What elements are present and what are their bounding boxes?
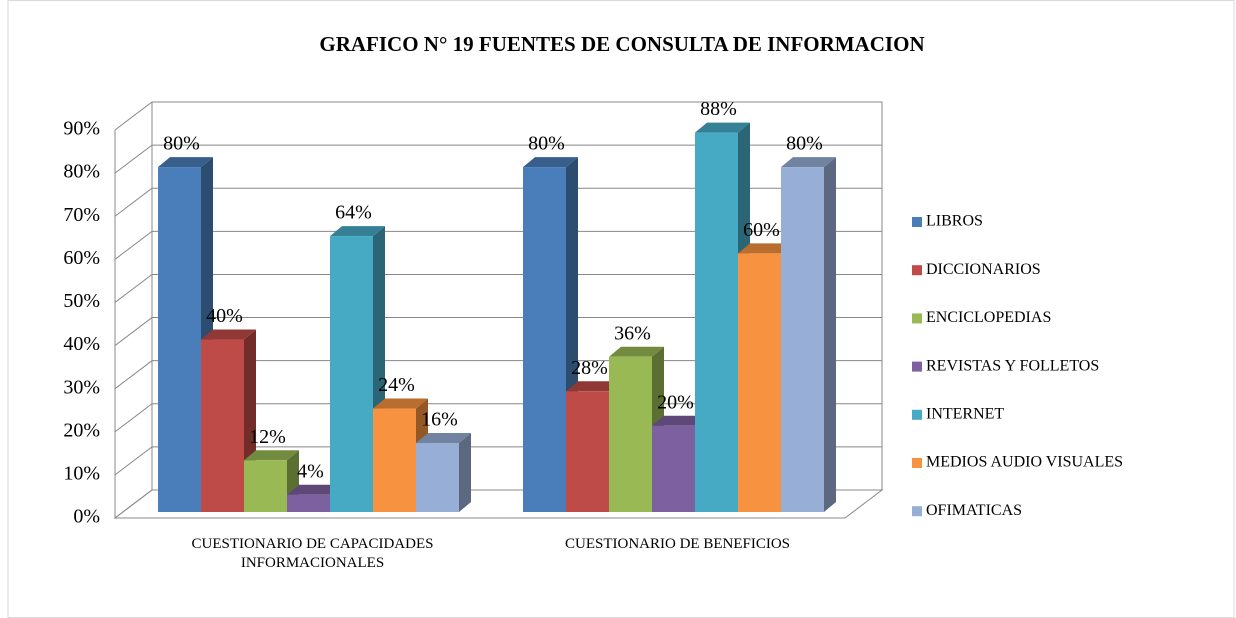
- y-tick-label: 10%: [63, 462, 100, 484]
- y-tick-label: 40%: [63, 333, 100, 355]
- legend-swatch: [912, 361, 922, 372]
- y-tick-label: 70%: [63, 204, 100, 226]
- bar-top: [287, 484, 342, 495]
- y-tick-label: 50%: [63, 290, 100, 312]
- bar: [781, 167, 824, 512]
- bar-side: [459, 433, 471, 512]
- bar-top: [566, 381, 621, 392]
- data-label: 40%: [206, 305, 243, 327]
- y-tick-label: 90%: [63, 118, 100, 140]
- bar-top: [201, 329, 256, 340]
- data-label: 24%: [378, 374, 415, 396]
- legend-label: MEDIOS AUDIO VISUALES: [926, 454, 1123, 471]
- bar: [652, 425, 695, 512]
- grid-line: [114, 101, 882, 131]
- bar-top: [781, 157, 836, 168]
- bar: [566, 391, 609, 512]
- legend-swatch: [912, 265, 922, 276]
- data-label: 80%: [786, 133, 823, 155]
- data-label: 16%: [421, 409, 458, 431]
- bar: [738, 253, 781, 513]
- bar: [416, 443, 459, 512]
- grid-line: [114, 144, 882, 174]
- chart-title: GRAFICO N° 19 FUENTES DE CONSULTA DE INF…: [319, 32, 924, 56]
- legend-label: OFIMATICAS: [926, 502, 1022, 519]
- data-label: 80%: [528, 133, 565, 155]
- bar: [287, 494, 330, 512]
- y-tick-label: 30%: [63, 376, 100, 398]
- bar-top: [695, 122, 750, 133]
- data-label: 64%: [335, 202, 372, 224]
- legend-label: REVISTAS Y FOLLETOS: [926, 357, 1099, 374]
- data-label: 36%: [614, 322, 651, 344]
- bar-top: [416, 433, 471, 444]
- data-label: 20%: [657, 391, 694, 413]
- x-tick-label: CUESTIONARIO DE BENEFICIOS: [565, 536, 790, 552]
- grid-line: [114, 230, 882, 260]
- data-label: 12%: [249, 426, 286, 448]
- bar: [609, 356, 652, 512]
- legend-swatch: [912, 458, 922, 468]
- grid-line: [114, 317, 882, 346]
- y-tick-label: 60%: [63, 247, 100, 269]
- data-label: 4%: [297, 460, 324, 482]
- y-tick-label: 20%: [63, 419, 100, 441]
- bar-top: [652, 415, 707, 426]
- legend-swatch: [912, 506, 922, 517]
- grid-line: [114, 187, 882, 217]
- bar-top: [244, 450, 299, 461]
- data-label: 28%: [571, 357, 608, 379]
- legend-label: ENCICLOPEDIAS: [926, 309, 1051, 326]
- bar-top: [523, 157, 578, 168]
- data-label: 88%: [700, 98, 737, 120]
- legend-swatch: [912, 409, 922, 420]
- bar: [695, 132, 738, 512]
- legend-label: INTERNET: [926, 405, 1004, 422]
- grid-line: [114, 273, 882, 303]
- bar: [244, 460, 287, 512]
- bar-top: [738, 243, 793, 254]
- bar: [330, 236, 373, 513]
- x-tick-label: CUESTIONARIO DE CAPACIDADES INFORMACIONA…: [191, 536, 434, 571]
- bar: [158, 167, 201, 512]
- bar: [373, 408, 416, 512]
- data-label: 80%: [163, 133, 200, 155]
- bar-top: [373, 398, 428, 409]
- legend-label: DICCIONARIOS: [926, 261, 1041, 278]
- legend-swatch: [912, 217, 922, 227]
- legend-swatch: [912, 313, 922, 324]
- bar-side: [824, 157, 836, 512]
- bar-top: [158, 157, 213, 168]
- bar: [523, 167, 566, 512]
- data-label: 60%: [743, 219, 780, 241]
- y-tick-label: 0%: [73, 506, 100, 528]
- legend-label: LIBROS: [926, 213, 983, 230]
- y-tick-label: 80%: [63, 161, 100, 183]
- bar-top: [609, 346, 664, 357]
- bar: [201, 339, 244, 512]
- bar-top: [330, 226, 385, 237]
